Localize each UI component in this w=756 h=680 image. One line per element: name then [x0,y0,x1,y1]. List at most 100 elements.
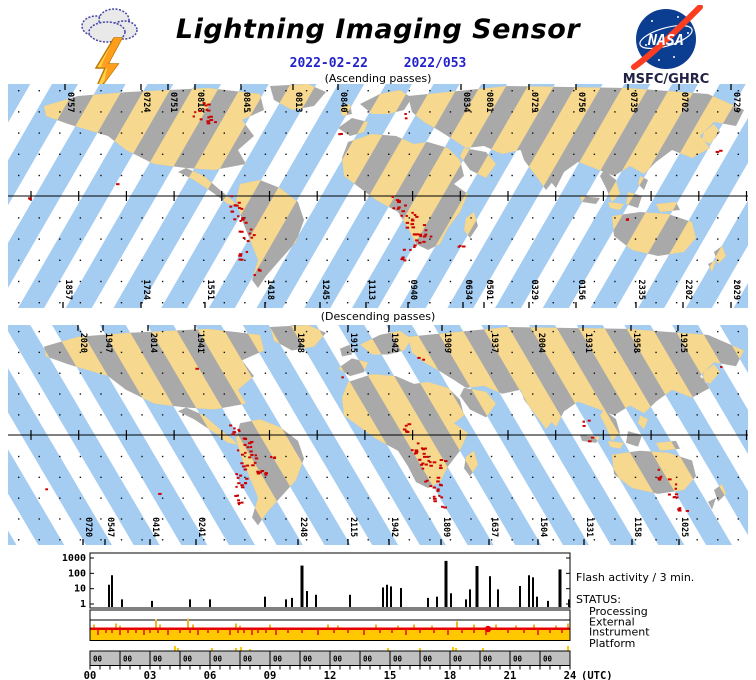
svg-text:0845: 0845 [241,92,251,112]
platform-segment-code: 00 [513,655,523,664]
svg-text:0241: 0241 [197,517,207,537]
orbit-time-labels-bottom: 1857 1724 1551 1418 1245 1113 0940 0634 0501 0329… [62,280,741,308]
svg-text:0834: 0834 [461,92,471,112]
status-caption: STATUS: [576,593,621,606]
page-title: Lightning Imaging Sensor [175,14,581,45]
lightning-flash-clusters [27,102,723,277]
external-status-line [90,627,570,630]
date-doy: 2022/053 [403,56,467,71]
svg-text:1931: 1931 [584,333,594,353]
grid-dots [18,90,739,304]
status-row-processing [89,609,571,621]
instrument-status-band [90,630,570,640]
platform-segment-code: 00 [363,655,373,664]
lightning-flash-clusters [45,356,723,512]
platform-segment-code: 00 [453,655,463,664]
flash-axis-tick-label: 1000 [62,553,86,564]
flash-activity-bars [108,560,570,607]
descending-passes-map: 2020 1947 2014 1941 1848 1915 1942 1909 1937 2004… [8,325,748,545]
flash-activity-caption: Flash activity / 3 min. [576,571,694,584]
svg-text:2202: 2202 [683,280,693,300]
svg-text:0156: 0156 [576,280,586,300]
platform-status-spikes [174,646,569,651]
svg-text:0751: 0751 [168,92,178,112]
ascending-passes-label: (Ascending passes) [324,72,432,85]
svg-text:0757: 0757 [65,92,75,112]
svg-text:2248: 2248 [299,517,309,537]
svg-text:1637: 1637 [490,517,500,537]
platform-segment-code: 00 [483,655,493,664]
orbit-time-labels-top: 2020 1947 2014 1941 1848 1915 1942 1909 1937 2004… [77,325,689,353]
svg-text:0414: 0414 [151,517,161,537]
platform-segment-code: 00 [303,655,313,664]
external-status-downticks [97,630,563,635]
svg-text:2020: 2020 [79,333,89,353]
nasa-logo-text: NASA [647,31,684,49]
time-axis-unit: (UTC) [581,670,613,680]
svg-text:0720: 0720 [84,517,94,537]
svg-text:0818: 0818 [195,92,205,112]
svg-text:1418: 1418 [265,280,275,300]
platform-segment-code: 00 [183,655,193,664]
svg-text:0940: 0940 [408,280,418,300]
svg-text:0756: 0756 [576,92,586,112]
svg-text:1504: 1504 [539,517,549,537]
flash-axis-tick-label: 1 [80,599,86,610]
platform-segment-code: 00 [393,655,403,664]
platform-segment-code: 00 [123,655,133,664]
platform-segment-code: 00 [153,655,163,664]
svg-text:1245: 1245 [320,280,330,300]
platform-segment-code: 00 [333,655,343,664]
svg-text:1158: 1158 [633,517,643,537]
svg-text:1848: 1848 [296,333,306,353]
status-label-platform: Platform [589,637,635,650]
svg-text:0329: 0329 [529,280,539,300]
orbit-time-labels-bottom: 0720 0547 0414 0241 2248 2115 1942 1809 1637 1504… [82,517,690,545]
flash-axis-tick-label: 10 [74,584,86,595]
platform-segment-code: 00 [543,655,553,664]
svg-text:1857: 1857 [63,280,73,300]
svg-text:0729: 0729 [731,92,741,112]
platform-segment-code: 00 [213,655,223,664]
time-axis-label: 18 [444,670,457,680]
date-iso: 2022-02-22 [289,56,368,71]
platform-segment-code: 00 [273,655,283,664]
svg-text:0501: 0501 [484,280,494,300]
svg-text:0729: 0729 [529,92,539,112]
svg-text:0634: 0634 [463,280,473,300]
time-axis-label: 03 [144,670,157,680]
svg-text:1025: 1025 [680,517,690,537]
svg-text:1958: 1958 [632,333,642,353]
platform-segment-code: 00 [93,655,103,664]
status-label-external: External [589,616,635,629]
time-axis-label: 12 [324,670,337,680]
date-line: 2022-02-22 2022/053 [0,56,756,71]
svg-text:0813: 0813 [293,92,303,112]
svg-text:2115: 2115 [349,517,359,537]
svg-text:1925: 1925 [679,333,689,353]
svg-text:1941: 1941 [196,333,206,353]
descending-passes-label: (Descending passes) [320,310,436,323]
svg-text:1113: 1113 [366,280,376,300]
svg-text:2335: 2335 [636,280,646,300]
time-axis-label: 15 [384,670,397,680]
external-status-anomaly-blob [484,625,492,633]
svg-text:1937: 1937 [490,333,500,353]
svg-text:1947: 1947 [104,333,114,353]
svg-text:0702: 0702 [679,92,689,112]
external-status-spikes [93,618,569,628]
orbit-time-labels-top: 0757 0724 0751 0818 0845 0813 0840 0834 0801 0729… [64,84,741,112]
svg-text:2029: 2029 [731,280,741,300]
svg-text:0735: 0735 [628,92,638,112]
status-label-processing: Processing [589,605,648,618]
svg-text:0547: 0547 [106,517,116,537]
svg-text:0724: 0724 [141,92,151,112]
ascending-passes-map: 0757 0724 0751 0818 0845 0813 0840 0834 0801 0729… [8,84,748,308]
svg-text:0801: 0801 [484,92,494,112]
svg-text:2004: 2004 [537,333,547,353]
svg-text:1809: 1809 [442,517,452,537]
time-axis-label: 06 [204,670,217,680]
status-label-instrument: Instrument [589,626,650,639]
